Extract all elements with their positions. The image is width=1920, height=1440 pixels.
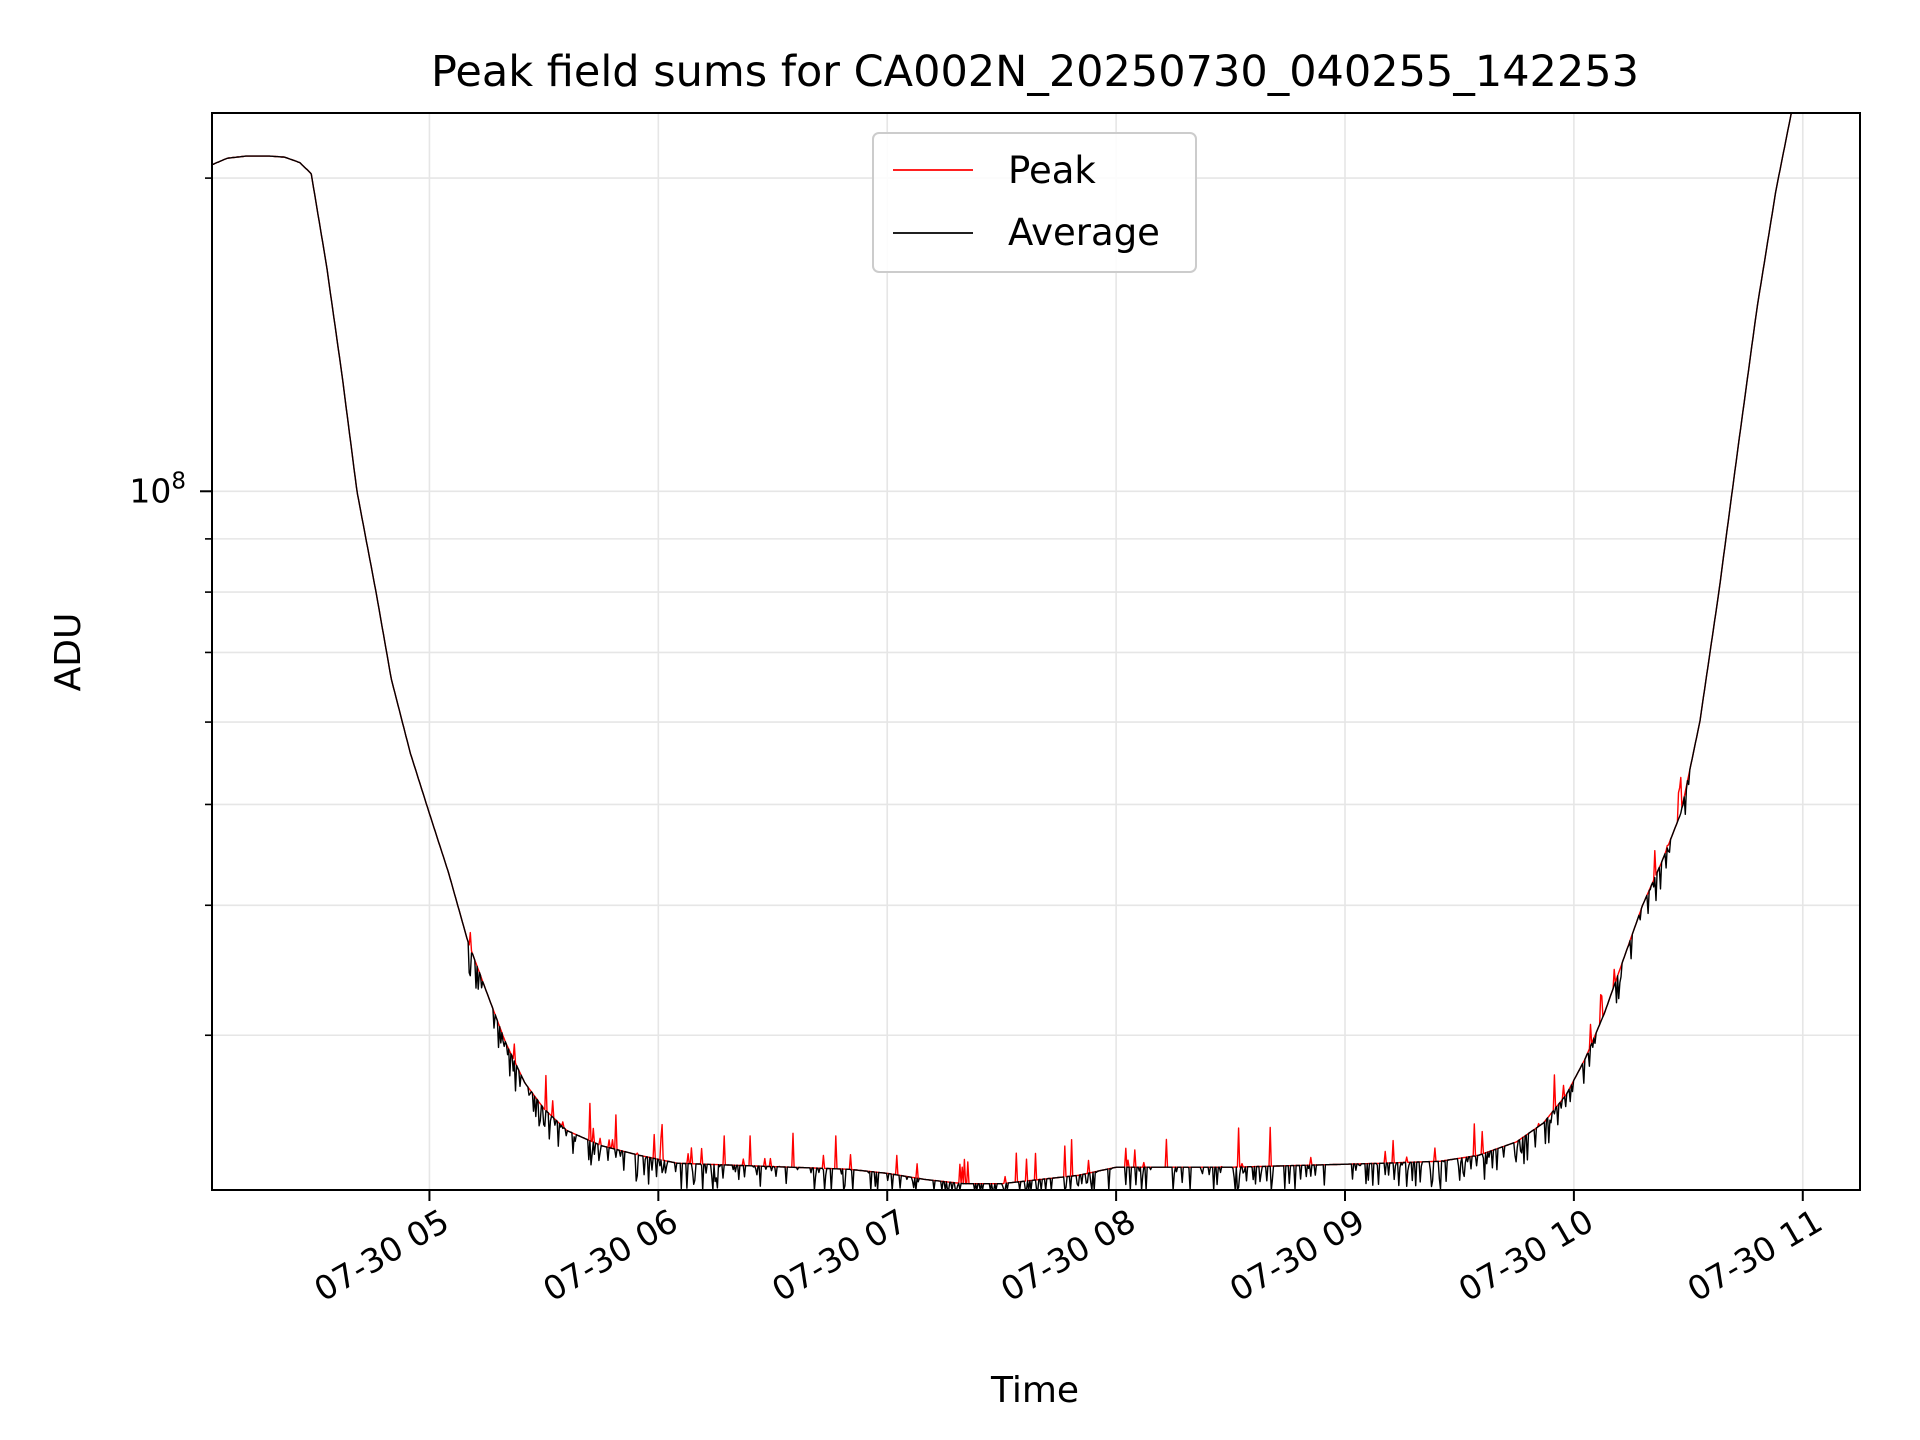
x-axis-label: Time — [990, 1370, 1079, 1411]
legend-box — [872, 132, 1197, 273]
series-lines — [211, 112, 1792, 1191]
legend: Peak Average — [872, 132, 1197, 273]
axis-ticks — [200, 177, 1804, 1201]
series-line-average — [211, 112, 1792, 1191]
grid — [212, 113, 1860, 1190]
y-tick-label: 108 — [129, 468, 186, 510]
legend-average-label: Average — [1008, 211, 1160, 254]
y-axis-label: ADU — [48, 613, 89, 692]
plot-frame — [211, 112, 1861, 1191]
legend-peak-label: Peak — [1008, 149, 1096, 192]
chart-title: Peak field sums for CA002N_20250730_0402… — [431, 47, 1639, 97]
